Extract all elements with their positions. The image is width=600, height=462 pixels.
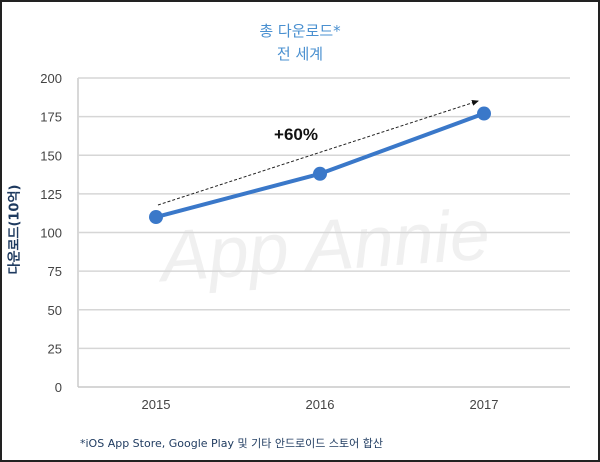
growth-annotation: +60% [274, 125, 318, 144]
y-tick-label: 0 [55, 380, 62, 395]
y-tick-label: 125 [40, 187, 62, 202]
data-point [477, 106, 491, 121]
y-tick-label: 200 [40, 71, 62, 86]
chart-subtitle: 전 세계 [276, 45, 324, 63]
footnote: *iOS App Store, Google Play 및 기타 안드로이드 스… [80, 437, 384, 450]
x-tick-label: 2015 [142, 397, 171, 412]
y-tick-label: 100 [40, 226, 62, 241]
growth-arrow [157, 100, 479, 206]
y-tick-label: 50 [48, 303, 62, 318]
y-tick-label: 75 [48, 264, 62, 279]
y-tick-label: 150 [40, 148, 62, 163]
data-point [313, 166, 327, 181]
watermark: App Annie [154, 195, 492, 298]
x-tick-label: 2017 [470, 397, 499, 412]
y-tick-label: 175 [40, 110, 62, 125]
y-tick-label: 25 [48, 341, 62, 356]
data-point [149, 210, 163, 225]
chart-title: 총 다운로드* [259, 22, 341, 40]
x-tick-label: 2016 [306, 397, 335, 412]
